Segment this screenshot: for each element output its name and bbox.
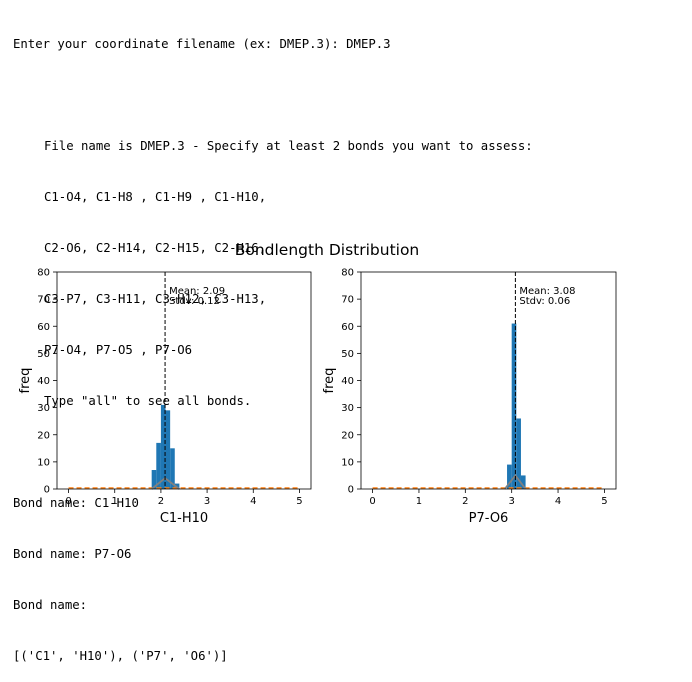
y-tick-label: 20 xyxy=(37,430,50,441)
y-tick-label: 40 xyxy=(341,376,354,387)
histogram-bar xyxy=(160,404,166,489)
x-axis-label: P7-O6 xyxy=(469,511,509,526)
console-info-line: File name is DMEP.3 - Specify at least 2… xyxy=(44,139,533,153)
x-tick-label: 4 xyxy=(250,496,256,507)
bondlength-figure: Bondlength Distribution Mean: 2.09Stdv: … xyxy=(18,241,617,526)
y-tick-label: 0 xyxy=(44,485,50,496)
x-tick-label: 1 xyxy=(416,496,422,507)
y-tick-label: 20 xyxy=(341,430,354,441)
stdv-annotation: Stdv: 0.12 xyxy=(169,296,220,307)
x-tick-label: 3 xyxy=(204,496,210,507)
x-tick-label: 5 xyxy=(296,496,302,507)
x-tick-label: 2 xyxy=(158,496,164,507)
console-input-line: Bond name: P7-O6 xyxy=(13,547,132,561)
y-tick-label: 80 xyxy=(341,268,354,279)
x-tick-label: 4 xyxy=(555,496,561,507)
y-tick-label: 70 xyxy=(37,295,50,306)
console-info-line: C2-O6, C2-H14, C2-H15, C2-H16, xyxy=(44,241,267,255)
figure-title: Bondlength Distribution xyxy=(235,241,420,259)
y-tick-label: 30 xyxy=(341,403,354,414)
y-tick-label: 50 xyxy=(341,349,354,360)
y-tick-label: 10 xyxy=(37,457,50,468)
x-tick-label: 2 xyxy=(462,496,468,507)
histogram-bar xyxy=(520,475,526,489)
y-tick-label: 60 xyxy=(341,322,354,333)
mean-annotation: Mean: 3.08 xyxy=(519,286,575,297)
y-tick-label: 50 xyxy=(37,349,50,360)
plot-frame xyxy=(360,271,617,490)
y-tick-label: 0 xyxy=(348,485,354,496)
x-tick-label: 3 xyxy=(508,496,514,507)
mean-annotation: Mean: 2.09 xyxy=(169,286,225,297)
histogram-bar xyxy=(165,410,171,489)
x-tick-label: 0 xyxy=(65,496,71,507)
y-tick-label: 30 xyxy=(37,403,50,414)
fit-curve xyxy=(504,473,527,490)
y-axis-label: freq xyxy=(18,368,33,394)
histogram-bar xyxy=(151,470,157,489)
x-tick-label: 5 xyxy=(601,496,607,507)
console-info-line: Type "all" to see all bonds. xyxy=(44,394,252,408)
x-tick-label: 0 xyxy=(369,496,375,507)
histogram-bar xyxy=(156,442,161,489)
y-axis-label: freq xyxy=(322,368,337,394)
histogram-bar xyxy=(507,464,512,489)
stdv-annotation: Stdv: 0.06 xyxy=(519,296,570,307)
histogram-bar xyxy=(170,448,175,489)
console-prompt-line: Enter your coordinate filename (ex: DMEP… xyxy=(13,37,391,51)
x-tick-label: 1 xyxy=(112,496,118,507)
y-tick-label: 10 xyxy=(341,457,354,468)
histogram-bar xyxy=(516,418,521,489)
x-axis-label: C1-H10 xyxy=(160,511,208,526)
console-info-line: C3-P7, C3-H11, C3-H12, C3-H13, xyxy=(44,292,267,306)
console-input-line: Bond name: C1-H10 xyxy=(13,496,139,510)
y-tick-label: 70 xyxy=(341,295,354,306)
console-input-line: Bond name: xyxy=(13,598,88,612)
y-tick-label: 60 xyxy=(37,322,50,333)
y-tick-label: 80 xyxy=(37,268,50,279)
histogram-bar xyxy=(511,323,517,489)
console-result-line: [('C1', 'H10'), ('P7', 'O6')] xyxy=(13,649,228,663)
console-info-line: C1-O4, C1-H8 , C1-H9 , C1-H10, xyxy=(44,190,267,204)
y-tick-label: 40 xyxy=(37,376,50,387)
